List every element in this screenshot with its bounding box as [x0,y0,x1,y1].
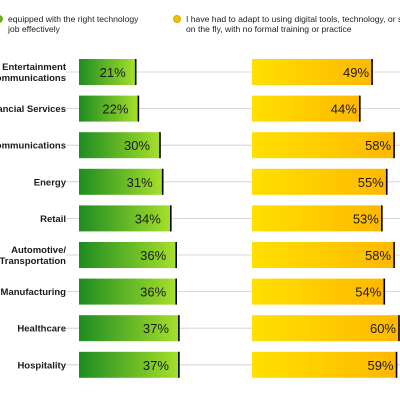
bar-series-1 [79,351,179,378]
bar-series-1 [79,95,139,122]
bar-series-1 [79,242,177,268]
data-label-series-1: 31% [127,175,153,190]
data-label-series-2: 49% [343,65,369,80]
bar-series-2 [252,95,360,122]
category-label: Communications [0,141,66,152]
bar-series-2 [252,278,385,305]
data-label-series-1: 37% [143,321,169,336]
bar-series-2 [252,132,395,159]
category-label: Financial Services [0,104,66,115]
bar-series-2 [252,168,387,195]
bar-series-1 [79,205,171,232]
bar-series-2 [252,315,399,342]
bar-series-2 [252,351,397,378]
data-label-series-2: 55% [358,175,384,190]
data-label-series-1: 22% [102,102,128,117]
category-label: EntertainmentCommunications [0,62,67,84]
legend-series-1: equipped with the right technology job e… [0,14,158,34]
bar-series-1 [79,59,136,85]
chart-row: Manufacturing 36% 54% [1,278,400,305]
data-label-series-1: 30% [124,138,150,153]
bar-series-2 [252,242,395,268]
legend-swatch-yellow [173,15,181,23]
bar-series-1 [79,278,177,305]
chart-row: Automotive/Transportation 36% 58% [0,242,400,268]
legend-series-2: I have had to adapt to using digital too… [173,14,400,34]
chart-row: Energy 31% 55% [34,168,400,195]
chart-row: Financial Services 22% 44% [0,95,400,122]
data-label-series-1: 36% [140,285,166,300]
data-label-series-2: 54% [355,285,381,300]
legend-series-1-line-2: job effectively [8,24,60,34]
data-label-series-1: 37% [143,358,169,373]
legend-swatch-green [0,15,3,23]
data-label-series-2: 59% [368,358,394,373]
category-label: Retail [40,214,66,225]
data-label-series-1: 36% [140,248,166,263]
chart-row: EntertainmentCommunications 21% 49% [0,59,400,85]
category-label: Energy [34,177,67,188]
data-label-series-1: 21% [100,65,126,80]
data-label-series-2: 58% [365,248,391,263]
data-label-series-2: 60% [370,321,396,336]
data-label-series-2: 44% [331,102,357,117]
data-label-series-1: 34% [135,211,161,226]
bar-series-1 [79,168,163,195]
chart-row: Healthcare 37% 60% [17,315,400,342]
bar-series-1 [79,132,160,159]
category-label: Automotive/Transportation [0,245,66,267]
category-label: Healthcare [17,324,66,335]
chart-row: Hospitality 37% 59% [17,351,400,378]
legend-series-2-line-1: I have had to adapt to using digital too… [186,14,400,24]
category-label: Manufacturing [1,287,67,298]
chart-row: Communications 30% 58% [0,132,400,159]
data-label-series-2: 58% [365,138,391,153]
legend-series-1-line-1: equipped with the right technology [8,14,139,24]
bar-series-2 [252,205,382,232]
bar-series-1 [79,315,179,342]
bar-series-2 [252,59,373,85]
legend-series-2-line-2: on the fly, with no formal training or p… [186,24,352,34]
category-label: Hospitality [17,360,66,371]
chart-row: Retail 34% 53% [40,205,400,232]
data-label-series-2: 53% [353,211,379,226]
